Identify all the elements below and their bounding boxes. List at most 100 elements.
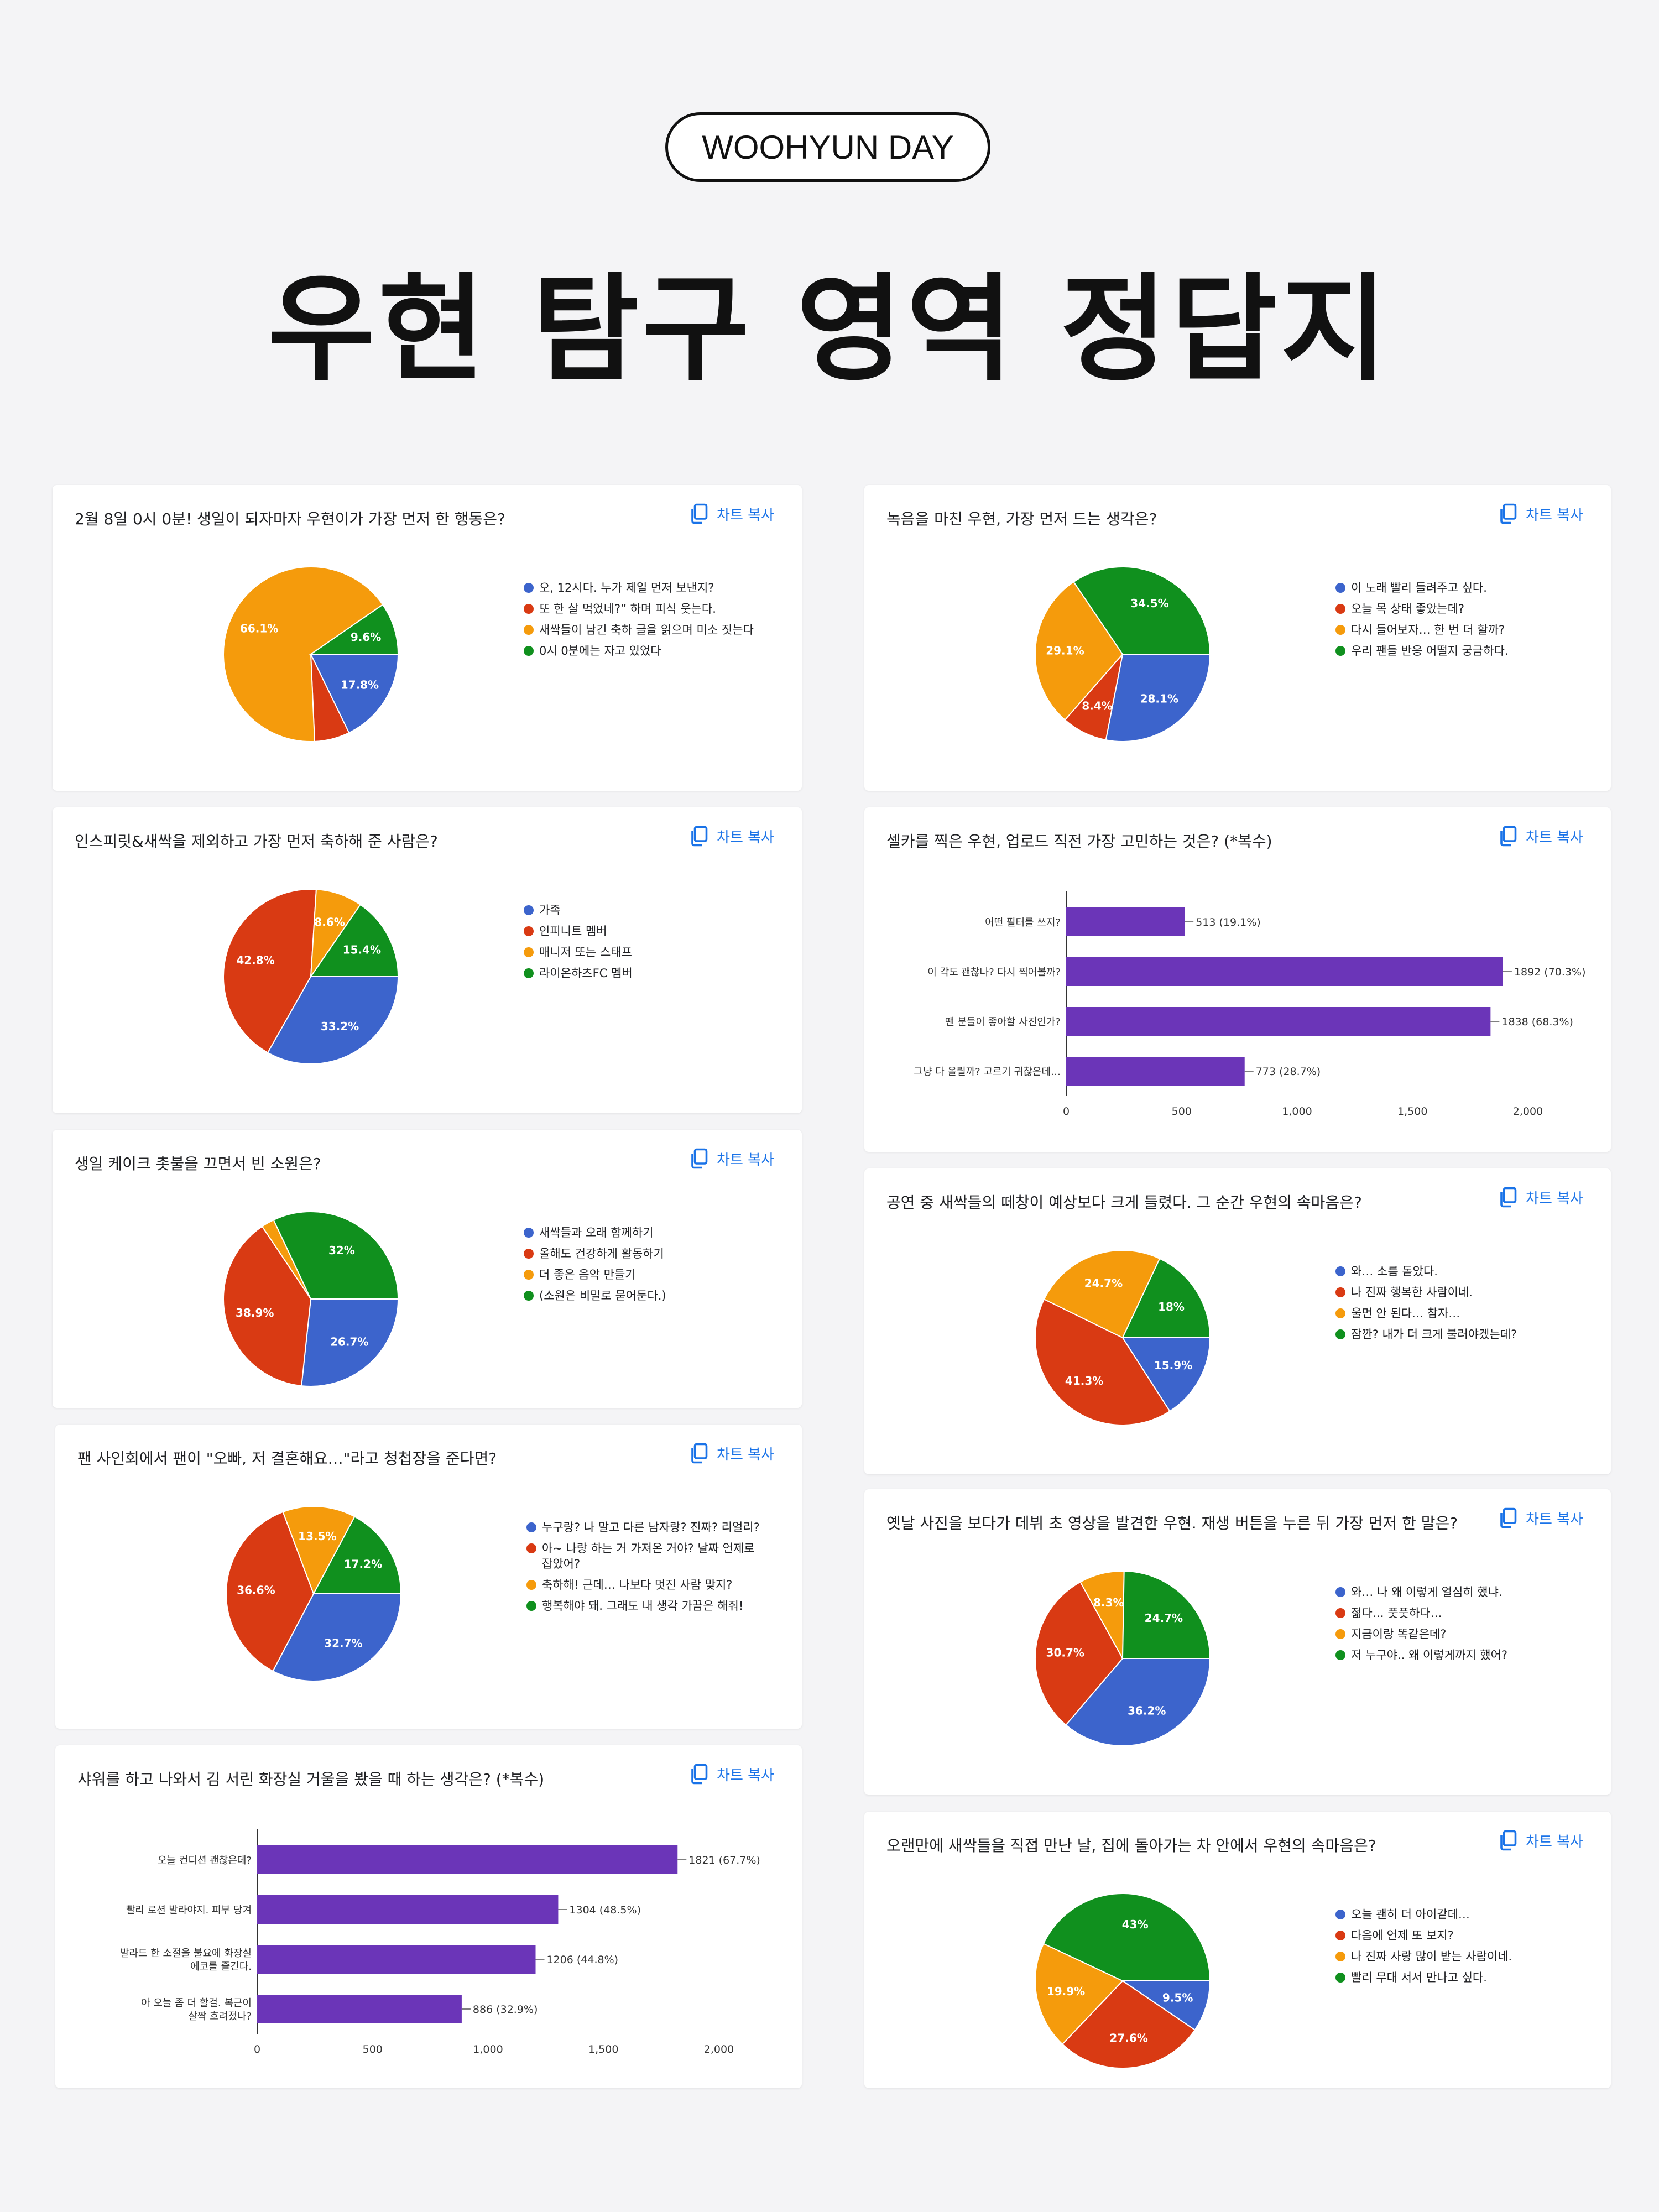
slice-label: 34.5%	[1130, 597, 1168, 610]
slice-label: 41.3%	[1065, 1374, 1103, 1387]
slice-label: 30.7%	[1046, 1646, 1084, 1660]
slice-label: 8.4%	[1082, 700, 1112, 713]
bar-chart: 0 500 1,000 1,500 2,000 1821 (67.7%) 오늘 컨디션 괜찮…	[120, 1829, 760, 2056]
legend-label: 와… 소름 돋았다.	[1351, 1265, 1438, 1278]
slice-label: 19.9%	[1047, 1985, 1085, 1998]
copy-chart-label: 차트 복사	[717, 507, 774, 524]
copy-chart-button[interactable]: 차트 복사	[689, 1442, 774, 1464]
legend-dot-icon	[524, 1249, 534, 1259]
legend-item: 올해도 건강하게 활동하기	[524, 1246, 761, 1261]
x-tick-label: 1,000	[1282, 1105, 1312, 1118]
copy-chart-button[interactable]: 차트 복사	[689, 1147, 774, 1170]
slice-label: 36.2%	[1128, 1704, 1166, 1718]
legend: 오, 12시다. 누가 제일 먼저 보낸지? 또 한 살 먹었네?” 하며 피식 …	[524, 580, 761, 664]
legend-item: 와… 소름 돋았다.	[1335, 1264, 1573, 1279]
legend-item: 오, 12시다. 누가 제일 먼저 보낸지?	[524, 580, 761, 596]
bar	[1066, 957, 1503, 986]
legend-dot-icon	[526, 1543, 536, 1553]
question-title: 옛날 사진을 보다가 데뷔 초 영상을 발견한 우현. 재생 버튼을 누른 뒤 …	[886, 1514, 1458, 1532]
legend: 새싹들과 오래 함께하기 올해도 건강하게 활동하기 더 좋은 음악 만들기 (소원은…	[524, 1225, 761, 1309]
copy-icon	[1500, 503, 1517, 524]
copy-chart-button[interactable]: 차트 복사	[1498, 1829, 1583, 1851]
legend-label: 행복해야 돼. 그래도 내 생각 가끔은 해줘!	[542, 1599, 744, 1613]
copy-chart-button[interactable]: 차트 복사	[689, 825, 774, 847]
legend-item: 새싹들이 남긴 축하 글을 읽으며 미소 짓는다	[524, 622, 761, 638]
chart-card: 9.5% 27.6% 19.9% 43% 오랜만에 새싹들을 직접 만난 날, 집에 돌…	[864, 1812, 1611, 2088]
copy-chart-label: 차트 복사	[1526, 507, 1583, 524]
legend-item: 빨리 무대 서서 만나고 싶다.	[1335, 1970, 1573, 1985]
pie-slice	[301, 1298, 399, 1387]
legend-dot-icon	[1335, 604, 1345, 614]
bar	[257, 1945, 536, 1974]
legend-item: 나 진짜 행복한 사람이네.	[1335, 1285, 1573, 1300]
legend-item: 우리 팬들 반응 어떨지 궁금하다.	[1335, 643, 1573, 659]
copy-chart-button[interactable]: 차트 복사	[1498, 1186, 1583, 1208]
pie-slice	[1105, 654, 1211, 742]
x-tick-label: 1,000	[473, 2043, 503, 2056]
chart-card: 0 500 1,000 1,500 2,000 1821 (67.7%) 오늘 컨디션 괜찮…	[55, 1745, 802, 2088]
pie-slice	[310, 654, 399, 734]
legend-dot-icon	[1335, 1650, 1345, 1660]
header-badge: WOOHYUN DAY	[665, 112, 990, 182]
bar	[257, 1995, 462, 2023]
slice-label: 13.5%	[298, 1530, 336, 1543]
slice-label: 32.7%	[324, 1636, 362, 1650]
x-tick-label: 0	[1063, 1105, 1070, 1118]
legend-label: 인피니트 멤버	[539, 925, 607, 938]
legend-item: 가족	[524, 902, 761, 918]
category-label: 발라드 한 소절을 불요에 화장실 에코를 즐긴다.	[120, 1948, 252, 1973]
legend-dot-icon	[1335, 1608, 1345, 1618]
x-tick-label: 500	[1172, 1105, 1192, 1118]
pie-slice	[310, 889, 362, 979]
legend-dot-icon	[524, 583, 534, 593]
slice-label: 24.7%	[1084, 1277, 1123, 1290]
legend-label: 오늘 괜히 더 아이같데…	[1351, 1908, 1470, 1921]
legend-label: 다시 들어보자… 한 번 더 할까?	[1351, 623, 1505, 637]
legend-item: 라이온하츠FC 멤버	[524, 966, 761, 981]
question-title: 생일 케이크 촛불을 끄면서 빈 소원은?	[75, 1155, 321, 1173]
pie-slice	[309, 603, 399, 655]
page-title: 우현 탐구 영역 정답지	[268, 262, 1391, 397]
legend-label: 가족	[539, 904, 561, 917]
pie-slice	[1035, 581, 1124, 721]
legend-label: 아~ 나랑 하는 거 가져온 거야? 날짜 언제로 잡았어?	[542, 1542, 755, 1571]
legend-dot-icon	[524, 625, 534, 635]
legend-dot-icon	[1335, 1587, 1345, 1597]
legend-item: 아~ 나랑 하는 거 가져온 거야? 날짜 언제로 잡았어?	[526, 1541, 764, 1572]
legend-item: 지금이랑 똑같은데?	[1335, 1626, 1573, 1642]
copy-chart-button[interactable]: 차트 복사	[689, 1763, 774, 1785]
copy-chart-button[interactable]: 차트 복사	[689, 503, 774, 525]
pie-slice	[282, 1506, 356, 1595]
bar	[257, 1895, 559, 1924]
legend-label: 매니저 또는 스태프	[539, 946, 632, 959]
legend-label: 0시 0분에는 자고 있었다	[539, 644, 661, 658]
legend-dot-icon	[526, 1601, 536, 1611]
x-tick-label: 2,000	[704, 2043, 734, 2056]
bar	[257, 1845, 678, 1874]
legend-dot-icon	[1335, 1287, 1345, 1297]
question-title: 인스피릿&새싹을 제외하고 가장 먼저 축하해 준 사람은?	[75, 832, 438, 851]
copy-chart-button[interactable]: 차트 복사	[1498, 1507, 1583, 1529]
slice-label: 9.6%	[351, 630, 381, 644]
pie-slice	[223, 889, 317, 1053]
pie-slice	[1035, 1298, 1171, 1426]
bar-value-label: 1304 (48.5%)	[569, 1904, 641, 1916]
legend-dot-icon	[524, 926, 534, 936]
pie-slice	[267, 976, 399, 1065]
copy-chart-button[interactable]: 차트 복사	[1498, 825, 1583, 847]
slice-label: 43%	[1122, 1918, 1149, 1931]
legend-label: 다음에 언제 또 보지?	[1351, 1929, 1454, 1942]
legend-item: 인피니트 멤버	[524, 924, 761, 939]
question-title: 녹음을 마친 우현, 가장 먼저 드는 생각은?	[886, 510, 1157, 528]
question-title: 셀카를 찍은 우현, 업로드 직전 가장 고민하는 것은? (*복수)	[886, 832, 1272, 851]
pie-slice	[1035, 1581, 1124, 1726]
copy-chart-button[interactable]: 차트 복사	[1498, 503, 1583, 525]
legend: 오늘 괜히 더 아이같데… 다음에 언제 또 보지? 나 진짜 사랑 많이 받는 사…	[1335, 1907, 1573, 1991]
question-title: 샤워를 하고 나와서 김 서린 화장실 거울을 봤을 때 하는 생각은? (*복…	[77, 1770, 545, 1788]
slice-label: 36.6%	[237, 1583, 275, 1597]
pie-chart: 15.9% 41.3% 24.7% 18%	[1035, 1250, 1211, 1426]
legend-label: 새싹들과 오래 함께하기	[539, 1226, 654, 1239]
legend-item: 누구랑? 나 말고 다른 남자랑? 진짜? 리얼리?	[526, 1520, 764, 1535]
pie-slice	[1065, 1658, 1211, 1746]
